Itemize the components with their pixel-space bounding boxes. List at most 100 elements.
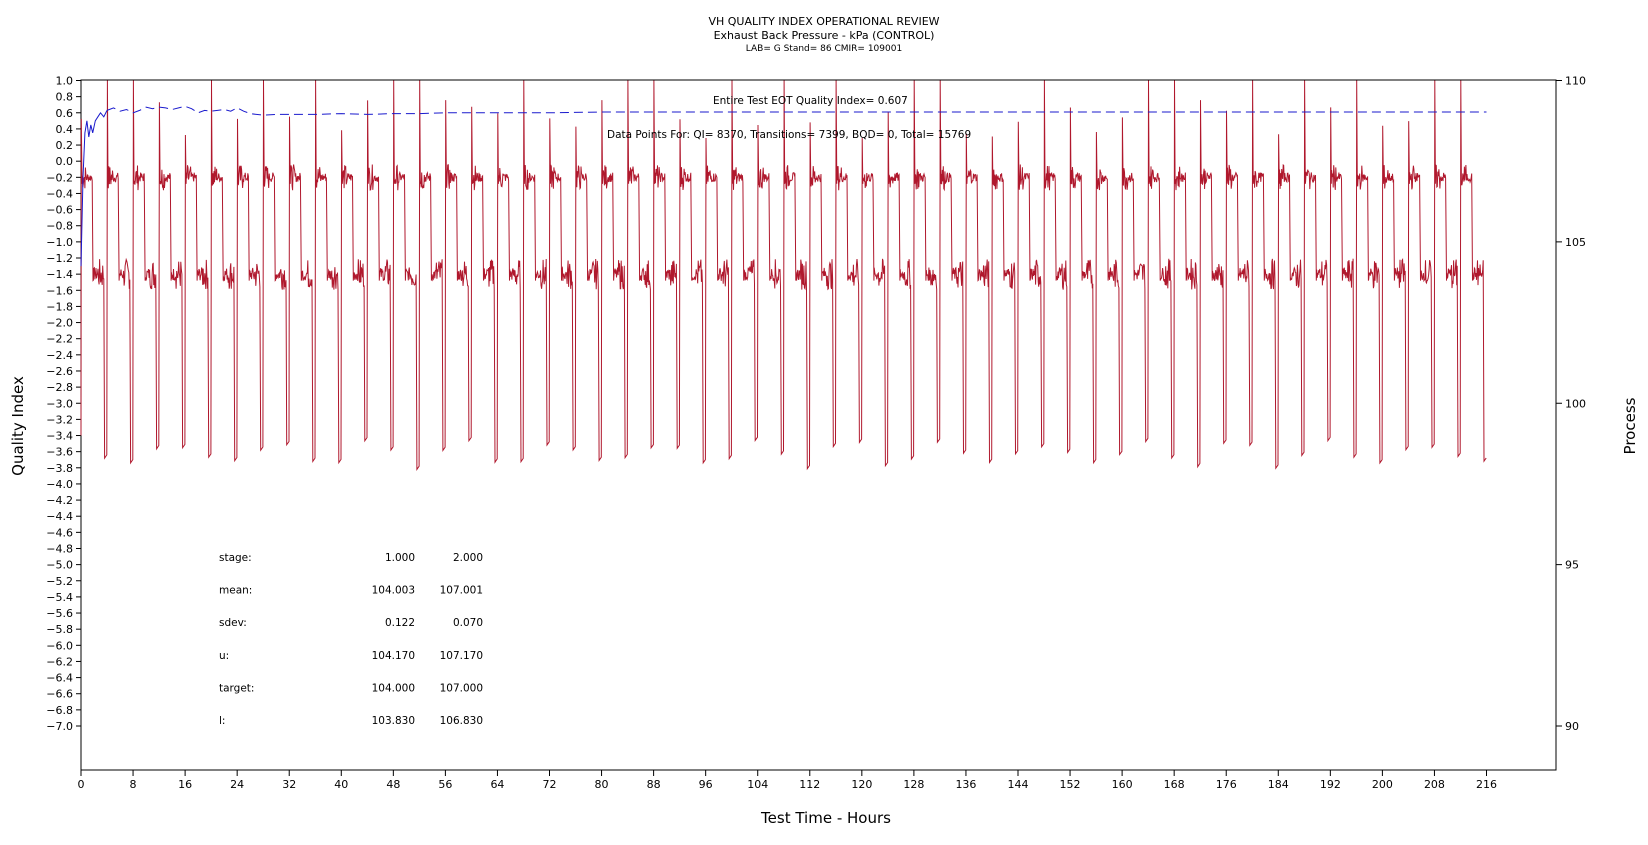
stats-row-label: sdev: — [219, 617, 247, 629]
x-axis-label: Test Time - Hours — [760, 809, 891, 827]
y-tick-label: −6.6 — [46, 688, 73, 701]
eot-quality-index-annotation: Entire Test EOT Quality Index= 0.607 — [713, 95, 908, 107]
stats-table: stage: 1.000 2.000 mean: 104.003 107.001 sdev:… — [219, 552, 483, 727]
y-tick-label: −2.0 — [46, 317, 73, 330]
y-tick-label: −2.8 — [46, 381, 73, 394]
chart-title: VH QUALITY INDEX OPERATIONAL REVIEW — [708, 15, 939, 28]
y-tick-label: 0.4 — [56, 123, 74, 136]
chart-info-line: LAB= G Stand= 86 CMIR= 109001 — [746, 44, 902, 54]
stats-row-stage2-value: 107.000 — [440, 682, 483, 694]
y2-tick-label: 95 — [1565, 559, 1579, 572]
data-points-annotation: Data Points For: QI= 8370, Transitions= … — [607, 129, 971, 141]
y-axis-right: 110 105 100 95 90 — [1556, 75, 1586, 733]
y-tick-label: −6.2 — [46, 655, 73, 668]
x-tick-label: 144 — [1008, 778, 1029, 791]
y-tick-label: −5.8 — [46, 623, 73, 636]
stats-row-stage1-value: 0.122 — [385, 617, 415, 629]
y-tick-label: 1.0 — [56, 75, 74, 88]
y-tick-label: −2.6 — [46, 365, 73, 378]
stats-row-stage1-value: 104.003 — [372, 585, 415, 597]
y-axis-left: 1.0 0.8 0.6 0.4 0.2 0.0 −0.2 −0.4 −0.6 −0.8 −1.0 −1… — [46, 75, 81, 733]
x-tick-label: 104 — [747, 778, 768, 791]
y-tick-label: −0.8 — [46, 220, 73, 233]
y-tick-label: −1.4 — [46, 268, 73, 281]
y-tick-label: −2.4 — [46, 349, 73, 362]
x-tick-label: 176 — [1216, 778, 1237, 791]
y-tick-label: −2.2 — [46, 333, 73, 346]
y2-tick-label: 110 — [1565, 75, 1586, 88]
x-tick-label: 72 — [543, 778, 557, 791]
y-tick-label: −7.0 — [46, 720, 73, 733]
x-tick-label: 16 — [178, 778, 192, 791]
x-axis: 0 8 16 24 32 40 48 56 64 72 80 88 96 104 112 120 128 136 1… — [78, 770, 1497, 791]
process-series-line — [80, 80, 1487, 472]
x-tick-label: 32 — [282, 778, 296, 791]
y-axis-label: Quality Index — [9, 376, 27, 476]
x-tick-label: 80 — [595, 778, 609, 791]
y-tick-label: −5.6 — [46, 607, 73, 620]
x-tick-label: 136 — [955, 778, 976, 791]
y2-tick-label: 105 — [1565, 236, 1586, 249]
y-tick-label: −3.4 — [46, 430, 73, 443]
stats-row-label: stage: — [219, 552, 252, 564]
y2-tick-label: 90 — [1565, 720, 1579, 733]
stats-row-label: mean: — [219, 585, 252, 597]
y-tick-label: −0.2 — [46, 171, 73, 184]
x-tick-label: 112 — [799, 778, 820, 791]
y-tick-label: −0.6 — [46, 204, 73, 217]
x-tick-label: 48 — [386, 778, 400, 791]
x-tick-label: 152 — [1060, 778, 1081, 791]
y-tick-label: −1.2 — [46, 252, 73, 265]
stats-row-stage1-value: 104.170 — [372, 650, 415, 662]
x-tick-label: 120 — [851, 778, 872, 791]
y-tick-label: −1.8 — [46, 300, 73, 313]
y-tick-label: −0.4 — [46, 187, 73, 200]
y-tick-label: 0.8 — [56, 91, 74, 104]
y-tick-label: 0.6 — [56, 107, 74, 120]
x-tick-label: 216 — [1476, 778, 1497, 791]
x-tick-label: 64 — [490, 778, 504, 791]
y-tick-label: −6.0 — [46, 639, 73, 652]
x-tick-label: 96 — [699, 778, 713, 791]
stats-row-stage2-value: 107.001 — [440, 585, 483, 597]
x-tick-label: 24 — [230, 778, 244, 791]
stats-row-stage2-value: 107.170 — [440, 650, 483, 662]
y-tick-label: −6.8 — [46, 704, 73, 717]
y-tick-label: −4.2 — [46, 494, 73, 507]
y-tick-label: −6.4 — [46, 672, 73, 685]
y-tick-label: −3.8 — [46, 462, 73, 475]
stats-row-label: u: — [219, 650, 229, 662]
stats-row-stage1-value: 103.830 — [372, 715, 415, 727]
x-tick-label: 184 — [1268, 778, 1289, 791]
x-tick-label: 56 — [438, 778, 452, 791]
y-tick-label: −4.0 — [46, 478, 73, 491]
y-tick-label: 0.2 — [56, 139, 74, 152]
y-tick-label: 0.0 — [56, 155, 74, 168]
x-tick-label: 0 — [78, 778, 85, 791]
y-tick-label: −1.6 — [46, 284, 73, 297]
y-tick-label: −3.0 — [46, 397, 73, 410]
stats-row-stage1-value: 104.000 — [372, 682, 415, 694]
x-tick-label: 168 — [1164, 778, 1185, 791]
y-tick-label: −4.8 — [46, 542, 73, 555]
stats-row-stage2-value: 106.830 — [440, 715, 483, 727]
quality-index-series-line-dashed — [106, 105, 1487, 116]
y-tick-label: −3.2 — [46, 413, 73, 426]
y-tick-label: −5.4 — [46, 591, 73, 604]
stats-row-stage2-value: 2.000 — [453, 552, 483, 564]
y-tick-label: −5.0 — [46, 559, 73, 572]
x-tick-label: 8 — [130, 778, 137, 791]
x-tick-label: 192 — [1320, 778, 1341, 791]
stats-row-stage2-value: 0.070 — [453, 617, 483, 629]
chart-subtitle: Exhaust Back Pressure - kPa (CONTROL) — [714, 29, 935, 42]
y2-axis-label: Process — [1621, 397, 1639, 454]
x-tick-label: 40 — [334, 778, 348, 791]
x-tick-label: 128 — [903, 778, 924, 791]
x-tick-label: 160 — [1112, 778, 1133, 791]
stats-row-label: target: — [219, 682, 254, 694]
x-tick-label: 208 — [1424, 778, 1445, 791]
y-tick-label: −4.4 — [46, 510, 73, 523]
quality-index-series-line — [80, 110, 108, 267]
x-tick-label: 200 — [1372, 778, 1393, 791]
